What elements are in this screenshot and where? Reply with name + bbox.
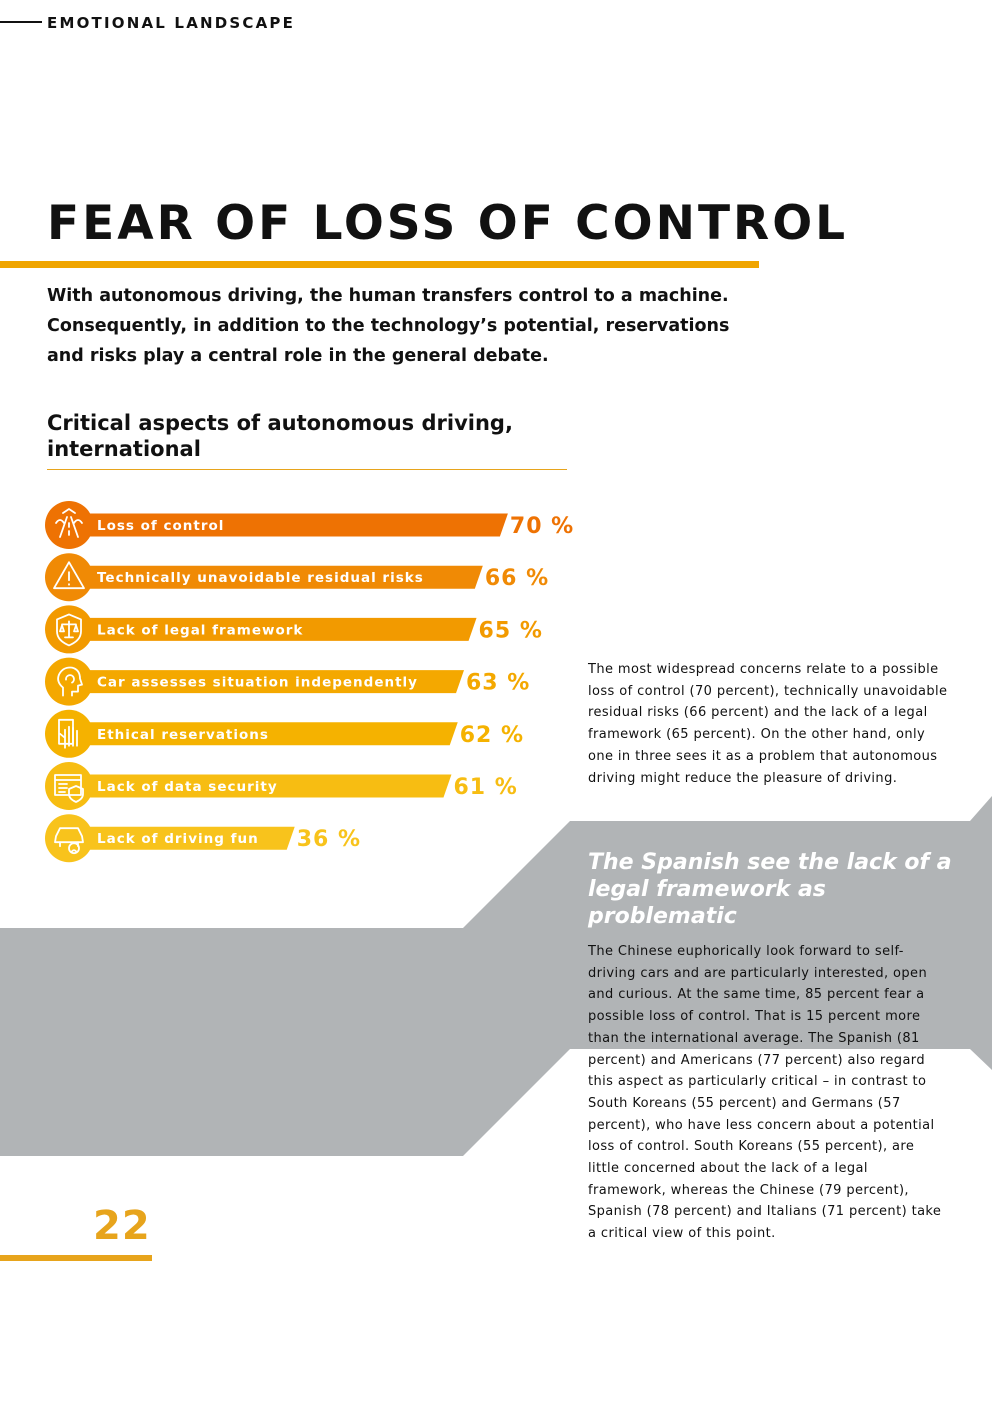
value-label: 61 % [453, 775, 517, 800]
section-label: EMOTIONAL LANDSCAPE [47, 14, 296, 32]
bar-chart: Loss of control 70 % Technically unavoidab… [45, 501, 574, 863]
bar-icon-circle [45, 814, 93, 863]
bar [69, 617, 477, 641]
head-cycle-icon [57, 666, 83, 697]
bar-row: Loss of control 70 % [45, 501, 574, 549]
bar-row: Lack of driving fun 36 % [45, 814, 361, 863]
aside-paragraph-2: The Chinese euphorically look forward to… [588, 944, 942, 1242]
hand-stop-icon [58, 718, 78, 749]
pull-quote: The Spanish see the lack of a legal fram… [588, 850, 952, 929]
category-label: Technically unavoidable residual risks [97, 570, 424, 586]
bar [69, 774, 452, 798]
section-rule [0, 21, 42, 23]
value-label: 62 % [460, 723, 524, 748]
car-sad-face-icon [54, 827, 84, 855]
warning-triangle-icon [53, 561, 85, 590]
gray-band [0, 796, 992, 1156]
page-number-rule [0, 1255, 152, 1261]
page-title: FEAR OF LOSS OF CONTROL [47, 196, 849, 251]
chart-title: Critical aspects of autonomous driving, … [47, 411, 513, 461]
value-label: 65 % [479, 618, 543, 643]
value-label: 63 % [466, 671, 530, 696]
category-label: Lack of driving fun [97, 831, 259, 847]
bar-row: Ethical reservations 62 % [45, 709, 524, 758]
bar-row: Car assesses situation independently 63 % [45, 657, 530, 706]
value-label: 66 % [485, 566, 549, 591]
bar-row: Lack of legal framework 65 % [45, 605, 543, 654]
bar-row: Technically unavoidable residual risks 66… [45, 553, 549, 602]
aside-paragraph-1: The most widespread concerns relate to a… [588, 662, 948, 786]
category-label: Loss of control [97, 518, 224, 534]
chart-title-rule [47, 469, 567, 470]
category-label: Lack of legal framework [97, 622, 303, 638]
category-label: Ethical reservations [97, 727, 269, 743]
bar-icon-circle [45, 762, 93, 810]
title-rule [0, 261, 759, 268]
page-number: 22 [93, 1203, 151, 1249]
bar [69, 513, 508, 537]
value-label: 36 % [297, 827, 361, 852]
scales-shield-icon [56, 613, 82, 647]
bar [69, 670, 465, 694]
bar [69, 565, 483, 589]
intro-text: With autonomous driving, the human trans… [47, 286, 730, 366]
data-shield-icon [54, 774, 84, 803]
value-label: 70 % [510, 514, 574, 539]
bar [69, 826, 295, 850]
bar-icon-circle [45, 657, 93, 706]
category-label: Car assesses situation independently [97, 675, 418, 691]
category-label: Lack of data security [97, 779, 278, 795]
road-icon [55, 508, 83, 538]
bar [69, 722, 458, 746]
bar-row: Lack of data security 61 % [45, 762, 517, 810]
